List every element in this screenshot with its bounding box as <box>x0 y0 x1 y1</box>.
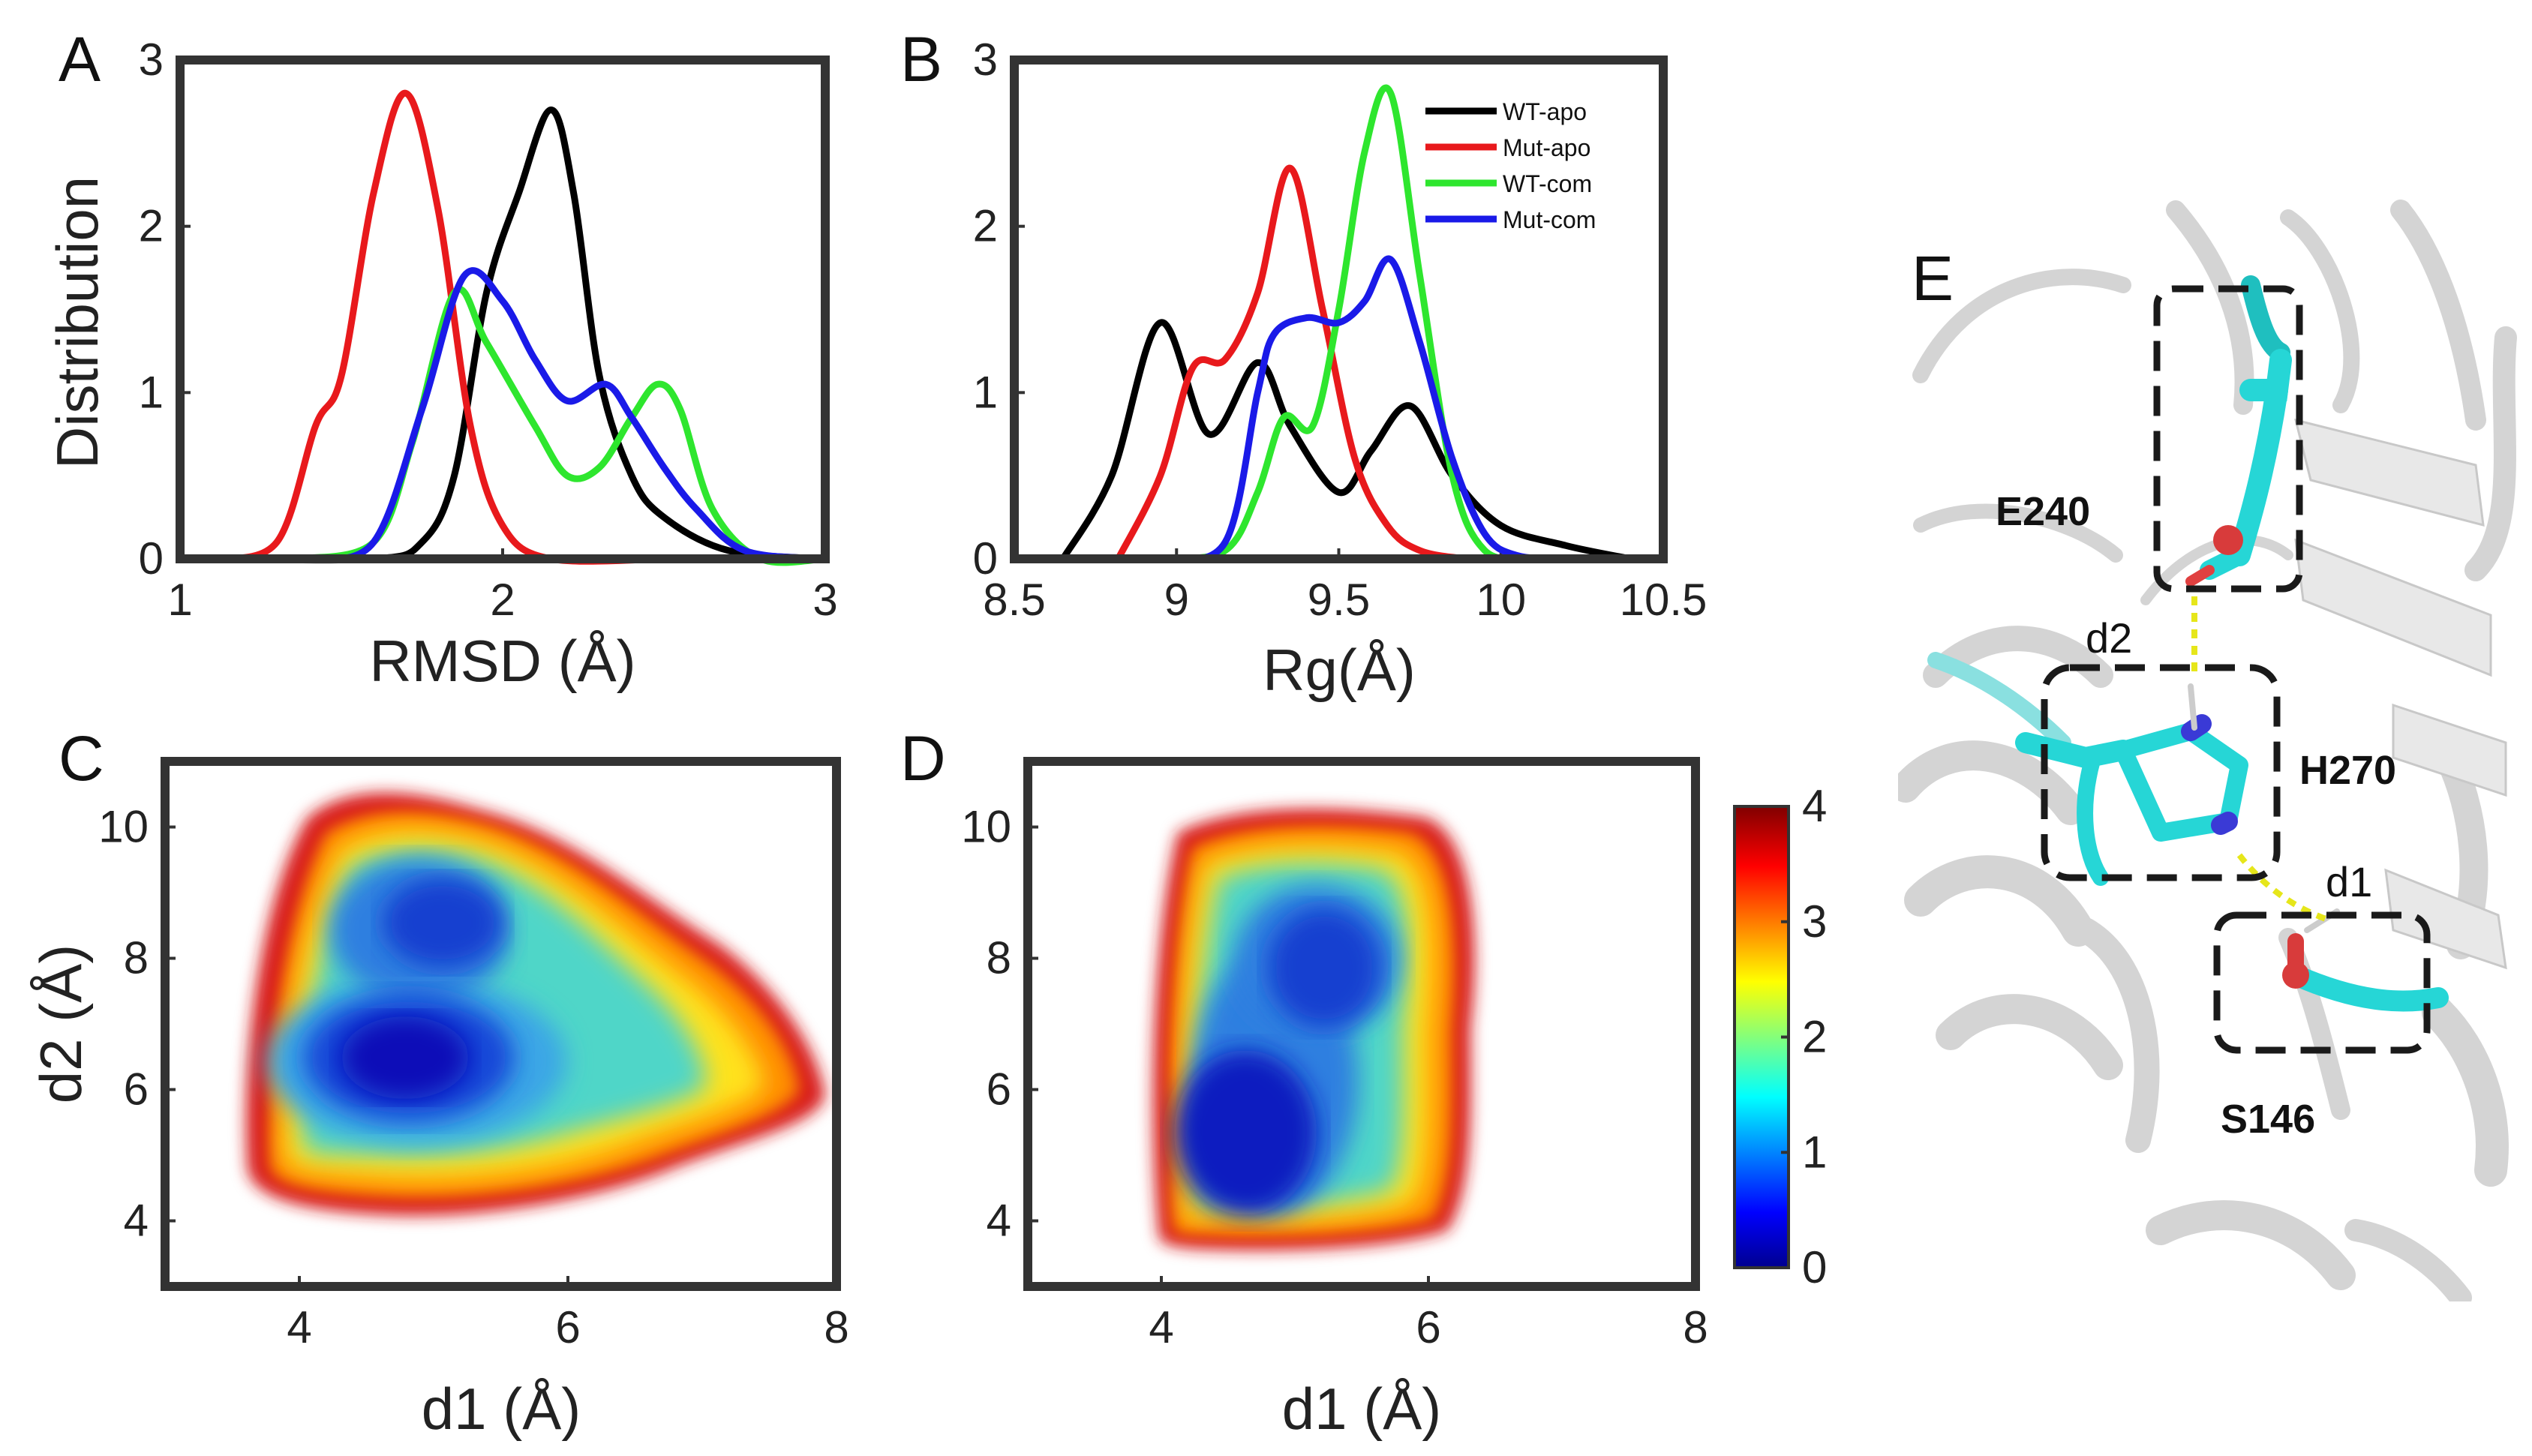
ytick-label-d: 4 <box>987 1196 1011 1246</box>
xtick-label-a: 2 <box>490 575 515 625</box>
label-h270: H270 <box>2299 748 2396 793</box>
ytick-label-c: 10 <box>98 802 149 852</box>
panel-label-c: C <box>59 723 104 794</box>
legend-label-wt-apo: WT-apo <box>1503 98 1587 125</box>
colorbar-tick-label: 3 <box>1802 896 1827 947</box>
series-a-wt-com <box>290 286 829 566</box>
ytick-label-d: 8 <box>987 933 1011 983</box>
series-a-mut-com <box>305 267 829 563</box>
axes-a-frame <box>176 56 830 563</box>
xlabel-c: d1 (Å) <box>422 1376 581 1442</box>
xtick-label-c: 4 <box>287 1302 311 1352</box>
series-b-wt-com <box>1157 84 1537 563</box>
series-a-wt-apo <box>209 107 829 564</box>
colorbar-tick-label: 1 <box>1802 1127 1827 1177</box>
residue-e240-sticks <box>2185 275 2292 587</box>
ytick-label-b: 3 <box>973 35 998 85</box>
label-s146: S146 <box>2221 1097 2315 1142</box>
legend-label-mut-com: Mut-com <box>1503 206 1596 233</box>
label-d2: d2 <box>2086 614 2132 662</box>
panel-c: C 4 6 8 4 6 8 10 d1 (Å) d2 (Å) <box>28 723 849 1442</box>
legend-b: WT-apo Mut-apo WT-com Mut-com <box>1425 98 1596 233</box>
hbond-d1-line <box>2236 853 2327 922</box>
axes-b-frame <box>1010 56 1668 563</box>
series-a-mut-apo <box>209 89 668 565</box>
ytick-label-c: 8 <box>124 933 149 983</box>
xtick-label-d: 4 <box>1149 1302 1173 1352</box>
series-b-mut-com <box>1157 255 1569 563</box>
ytick-label-a: 1 <box>139 367 164 417</box>
xtick-label-d: 8 <box>1683 1302 1708 1352</box>
ytick-label-c: 6 <box>124 1064 149 1115</box>
ylabel-c: d2 (Å) <box>28 944 94 1103</box>
axes-c-ticks: 4 6 8 4 6 8 10 <box>98 802 849 1353</box>
s146-dashed-box <box>2213 911 2431 1054</box>
colorbar-tick-label: 4 <box>1802 781 1827 831</box>
xtick-label-a: 3 <box>812 575 837 625</box>
plot-b-lines <box>1059 84 1635 563</box>
xtick-label-d: 6 <box>1416 1302 1440 1352</box>
xtick-label-b: 10 <box>1476 575 1526 625</box>
heatmap-d <box>1153 809 1475 1250</box>
ytick-label-a: 2 <box>139 201 164 251</box>
colorbar-tick-label: 0 <box>1802 1242 1827 1292</box>
xlabel-d: d1 (Å) <box>1282 1376 1441 1442</box>
ytick-label-a: 0 <box>139 533 164 584</box>
heatmap-c <box>245 792 826 1216</box>
xtick-label-b: 9.5 <box>1308 575 1370 625</box>
xtick-label-a: 1 <box>167 575 192 625</box>
residue-s146-sticks <box>2282 908 2449 1012</box>
ytick-label-d: 6 <box>987 1064 1011 1115</box>
e240-dashed-box <box>2153 285 2303 593</box>
panel-d: D 4 6 8 4 6 8 10 d1 (Å) <box>900 723 1708 1442</box>
ytick-label-d: 10 <box>961 802 1011 852</box>
xtick-label-c: 8 <box>824 1302 849 1352</box>
axes-c-frame <box>161 757 841 1291</box>
colorbar-tick-label: 2 <box>1802 1012 1827 1062</box>
panel-label-d: D <box>900 723 946 794</box>
series-b-wt-apo <box>1059 319 1635 563</box>
colorbar: 0 1 2 3 4 <box>1733 781 1827 1292</box>
xtick-label-b: 8.5 <box>983 575 1045 625</box>
panel-e: E E240 H270 S146 d2 d1 <box>1898 199 2528 1301</box>
heatmap-d-basin-upper <box>1268 908 1380 1028</box>
xtick-label-b: 10.5 <box>1620 575 1708 625</box>
legend-label-wt-com: WT-com <box>1503 170 1592 197</box>
axes-b-ticks: 8.5 9 9.5 10 10.5 0 1 2 3 <box>973 35 1708 625</box>
axes-d-frame <box>1023 757 1700 1291</box>
colorbar-ticks: 0 1 2 3 4 <box>1781 781 1827 1292</box>
label-e240: E240 <box>1996 489 2090 534</box>
xlabel-b: Rg(Å) <box>1263 637 1416 703</box>
series-b-mut-apo <box>1114 164 1505 563</box>
protein-ribbons <box>1898 200 2517 1301</box>
ylabel-a: Distribution <box>44 176 110 469</box>
axes-d-ticks: 4 6 8 4 6 8 10 <box>961 802 1708 1353</box>
xtick-label-c: 6 <box>555 1302 580 1352</box>
panel-label-b: B <box>900 24 942 95</box>
heatmap-c-basin-main <box>341 1016 469 1099</box>
heatmap-c-basin-upper <box>383 878 503 968</box>
xtick-label-b: 9 <box>1164 575 1189 625</box>
panel-label-a: A <box>59 24 101 95</box>
ytick-label-b: 0 <box>973 533 998 584</box>
colorbar-gradient <box>1735 806 1789 1268</box>
h270-dashed-box <box>2041 664 2281 881</box>
plot-a-lines <box>209 89 829 566</box>
xlabel-a: RMSD (Å) <box>369 628 635 694</box>
panel-label-e: E <box>1912 243 1954 314</box>
legend-label-mut-apo: Mut-apo <box>1503 134 1590 161</box>
structure-image <box>1898 199 2528 1301</box>
ytick-label-b: 2 <box>973 201 998 251</box>
heatmap-d-basin-main <box>1174 1050 1317 1215</box>
ytick-label-c: 4 <box>124 1196 149 1246</box>
ytick-label-b: 1 <box>973 367 998 417</box>
ytick-label-a: 3 <box>139 35 164 85</box>
label-d1: d1 <box>2326 858 2372 905</box>
